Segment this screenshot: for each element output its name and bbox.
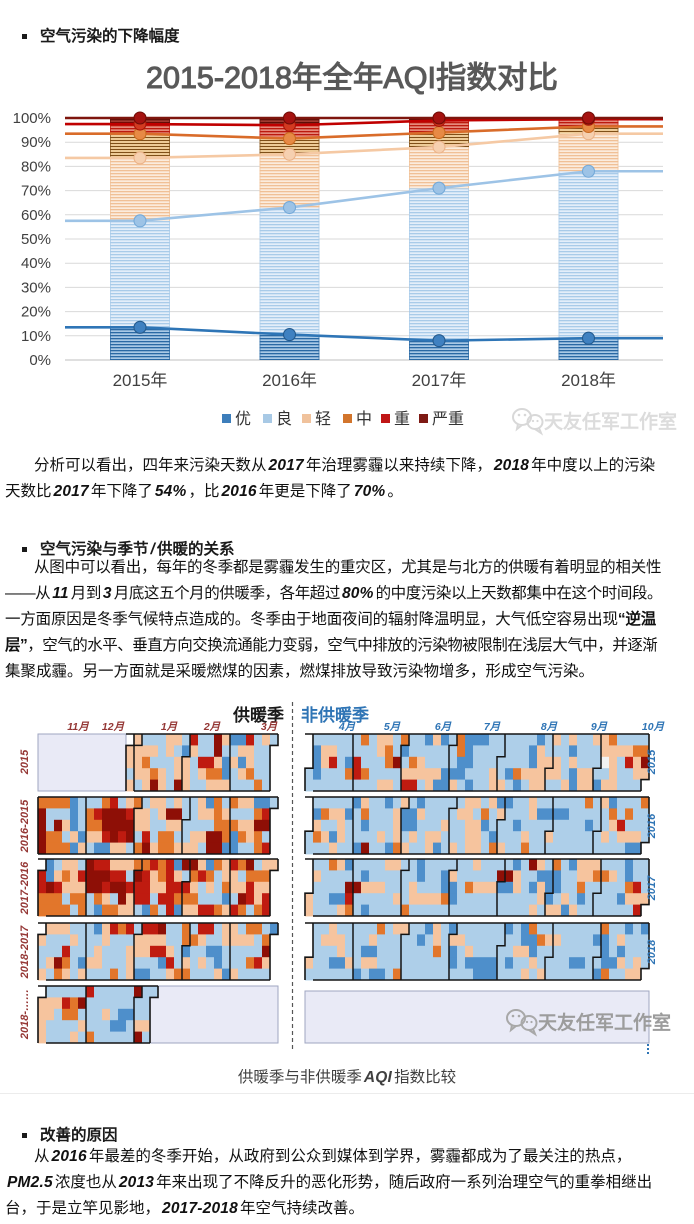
svg-text:50%: 50% xyxy=(21,231,51,248)
svg-text:非供暖季: 非供暖季 xyxy=(301,705,369,725)
svg-text:2016-2015: 2016-2015 xyxy=(19,799,31,853)
svg-text:30%: 30% xyxy=(21,279,51,296)
svg-text:天友任军工作室: 天友任军工作室 xyxy=(538,1011,671,1034)
svg-text:2017-2016: 2017-2016 xyxy=(19,861,31,915)
svg-text:40%: 40% xyxy=(21,255,51,272)
svg-text:80%: 80% xyxy=(21,158,51,175)
svg-text:4月: 4月 xyxy=(338,721,356,733)
svg-text:2018-……: 2018-…… xyxy=(19,989,31,1040)
svg-text:2018: 2018 xyxy=(646,939,658,965)
svg-text:7月: 7月 xyxy=(484,721,501,733)
svg-text:11月: 11月 xyxy=(67,721,89,733)
svg-text:1月: 1月 xyxy=(161,721,178,733)
svg-text:60%: 60% xyxy=(21,207,51,224)
svg-text:3月: 3月 xyxy=(261,721,278,733)
svg-text:2月: 2月 xyxy=(203,721,221,733)
svg-text:9月: 9月 xyxy=(591,721,608,733)
svg-text:70%: 70% xyxy=(21,183,51,200)
svg-text:2015-2018年全年AQI指数对比: 2015-2018年全年AQI指数对比 xyxy=(146,61,558,95)
svg-text:10%: 10% xyxy=(21,328,51,345)
svg-text:严重: 严重 xyxy=(432,410,464,428)
svg-text:20%: 20% xyxy=(21,304,51,321)
svg-text:2015: 2015 xyxy=(646,749,658,775)
svg-text:良: 良 xyxy=(276,410,292,428)
svg-text:2017年: 2017年 xyxy=(412,371,467,390)
svg-text:2016: 2016 xyxy=(646,813,658,839)
svg-text:2015: 2015 xyxy=(19,749,31,775)
svg-text:2015年: 2015年 xyxy=(113,371,168,390)
svg-text:12月: 12月 xyxy=(102,721,125,733)
svg-text:天友任军工作室: 天友任军工作室 xyxy=(544,410,677,433)
svg-text:优: 优 xyxy=(235,410,251,428)
svg-text:0%: 0% xyxy=(29,352,51,369)
svg-text:轻: 轻 xyxy=(315,410,331,428)
svg-text:2017: 2017 xyxy=(646,875,658,901)
svg-text:10月: 10月 xyxy=(642,721,665,733)
svg-text:90%: 90% xyxy=(21,134,51,151)
svg-text:100%: 100% xyxy=(13,110,51,127)
svg-text:8月: 8月 xyxy=(541,721,558,733)
svg-text:2016年: 2016年 xyxy=(262,371,317,390)
svg-text:2018-2017: 2018-2017 xyxy=(19,925,31,979)
svg-text:5月: 5月 xyxy=(384,721,401,733)
svg-text:中: 中 xyxy=(356,410,372,428)
svg-text:重: 重 xyxy=(394,410,410,428)
svg-text:供暖季: 供暖季 xyxy=(232,705,284,725)
svg-text:6月: 6月 xyxy=(435,721,452,733)
svg-text:2018年: 2018年 xyxy=(561,371,616,390)
